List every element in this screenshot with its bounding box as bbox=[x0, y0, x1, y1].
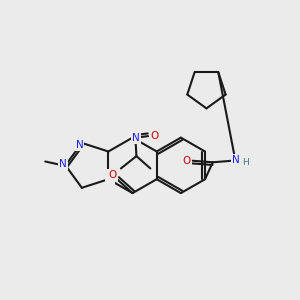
Text: O: O bbox=[150, 131, 158, 141]
Text: H: H bbox=[242, 158, 249, 167]
Text: N: N bbox=[132, 134, 140, 143]
Text: N: N bbox=[76, 140, 83, 150]
Text: O: O bbox=[182, 156, 190, 166]
Text: O: O bbox=[108, 170, 116, 180]
Text: N: N bbox=[232, 155, 240, 165]
Text: N: N bbox=[106, 173, 114, 183]
Text: N: N bbox=[59, 159, 67, 169]
